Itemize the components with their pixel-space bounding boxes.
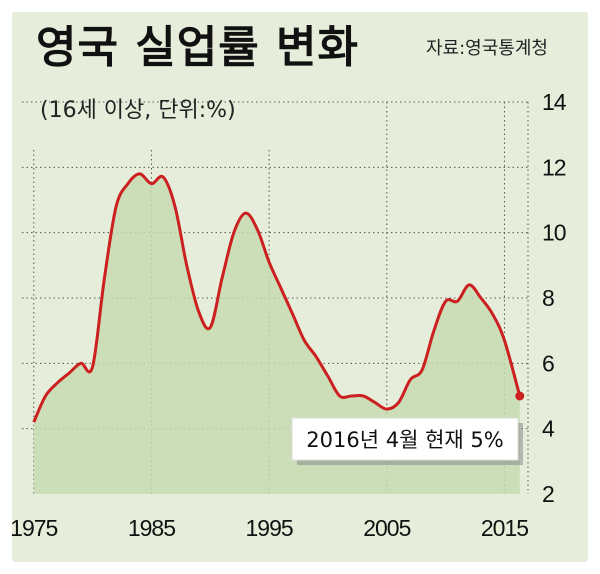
x-tick-label: 1975 [10,515,57,541]
source-note: 자료:영국통계청 [426,38,548,59]
x-tick-label: 2005 [363,515,410,541]
current-value-point [515,391,525,401]
x-tick-label: 1985 [128,515,175,541]
unemployment-line [32,172,522,423]
chart-subtitle: (16세 이상, 단위:%) [40,98,236,123]
y-tick-label: 14 [542,89,567,115]
y-tick-label: 8 [542,285,554,311]
y-tick-label: 10 [542,220,566,246]
x-tick-label: 2015 [481,515,528,541]
callout-box [291,417,519,461]
y-tick-label: 4 [542,416,555,442]
y-tick-label: 6 [542,350,554,376]
y-tick-label: 2 [542,481,554,507]
y-tick-label: 12 [542,154,566,180]
axes: 2 4 6 8 10 12 14 1975 1985 1995 2005 2015 [10,89,568,541]
unemployment-area [33,173,520,494]
x-tick-label: 1995 [246,515,293,541]
callout-label: 2016년 4월 현재 5% [306,428,503,452]
page-title: 영국 실업률 변화 [36,22,359,73]
current-value-callout: 2016년 4월 현재 5% [291,417,523,465]
